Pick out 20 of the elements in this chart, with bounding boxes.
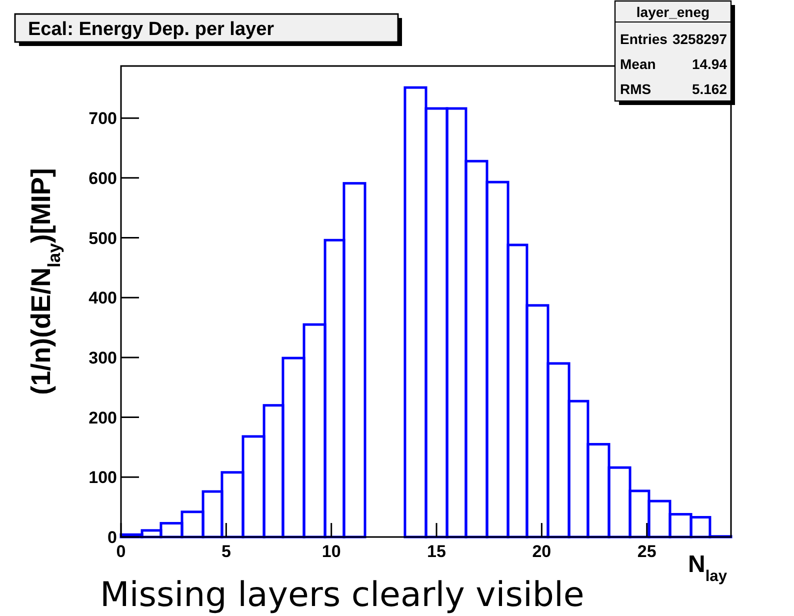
y-tick-label: 300 bbox=[88, 348, 117, 368]
x-axis-title: N$_{lay}$ bbox=[688, 551, 728, 584]
y-tick-label: 200 bbox=[88, 408, 117, 428]
y-tick-label: 700 bbox=[88, 109, 117, 128]
y-tick-label: 0 bbox=[108, 528, 117, 547]
text: Mean 14.94 bbox=[620, 56, 727, 72]
y-tick-label: 500 bbox=[88, 228, 117, 248]
x-tick-label: 25 bbox=[637, 542, 656, 561]
y-tick-label: 100 bbox=[88, 468, 117, 488]
x-tick-label: 10 bbox=[322, 542, 341, 561]
chart-title: Ecal: Energy Dep. per layer bbox=[28, 19, 275, 40]
y-tick-label: 400 bbox=[88, 288, 117, 308]
x-tick-label: 5 bbox=[221, 542, 231, 561]
text: RMS 5.162 bbox=[620, 81, 727, 97]
x-tick-label: 15 bbox=[427, 542, 446, 561]
text: layer_eneg bbox=[636, 4, 710, 20]
x-tick-label: 20 bbox=[532, 542, 552, 561]
text: Entries 3258297 bbox=[620, 31, 728, 47]
text: Missing layers clearly visible bbox=[100, 575, 584, 615]
y-tick-label: 600 bbox=[88, 168, 117, 188]
